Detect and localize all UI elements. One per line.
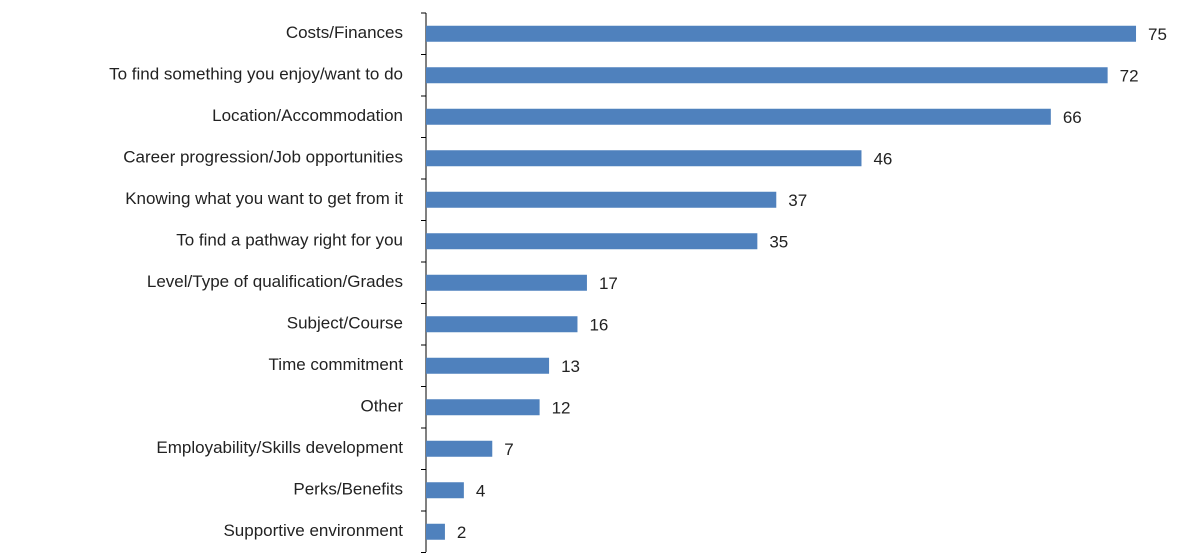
data-label: 16	[589, 316, 608, 335]
category-label: Supportive environment	[223, 521, 403, 540]
category-label: Other	[360, 397, 403, 416]
bar	[426, 482, 464, 499]
bar	[426, 523, 445, 540]
data-label: 17	[599, 274, 618, 293]
bar	[426, 233, 758, 250]
category-label: Perks/Benefits	[293, 480, 403, 499]
category-label: To find a pathway right for you	[176, 231, 403, 250]
data-label: 46	[873, 150, 892, 169]
bar	[426, 440, 493, 457]
data-label: 72	[1120, 67, 1139, 86]
data-label: 13	[561, 357, 580, 376]
category-label: Employability/Skills development	[156, 438, 403, 457]
data-label: 4	[476, 482, 485, 501]
data-label: 75	[1148, 25, 1167, 44]
category-label: Costs/Finances	[286, 23, 403, 42]
bar	[426, 108, 1051, 125]
bar	[426, 274, 587, 291]
data-label: 12	[552, 399, 571, 418]
category-label: To find something you enjoy/want to do	[109, 65, 403, 84]
bar	[426, 316, 578, 333]
category-label: Career progression/Job opportunities	[123, 148, 403, 167]
bar	[426, 399, 540, 416]
data-label: 66	[1063, 108, 1082, 127]
data-label: 37	[788, 191, 807, 210]
bar	[426, 25, 1137, 42]
data-label: 2	[457, 523, 466, 542]
category-label: Level/Type of qualification/Grades	[147, 272, 403, 291]
bar	[426, 357, 550, 374]
category-label: Subject/Course	[287, 314, 403, 333]
bar	[426, 150, 862, 167]
data-label: 35	[769, 233, 788, 252]
category-label: Time commitment	[269, 355, 404, 374]
category-label: Knowing what you want to get from it	[125, 189, 403, 208]
bar	[426, 191, 777, 208]
category-label: Location/Accommodation	[212, 106, 403, 125]
bar	[426, 67, 1108, 84]
data-label: 7	[504, 440, 513, 459]
